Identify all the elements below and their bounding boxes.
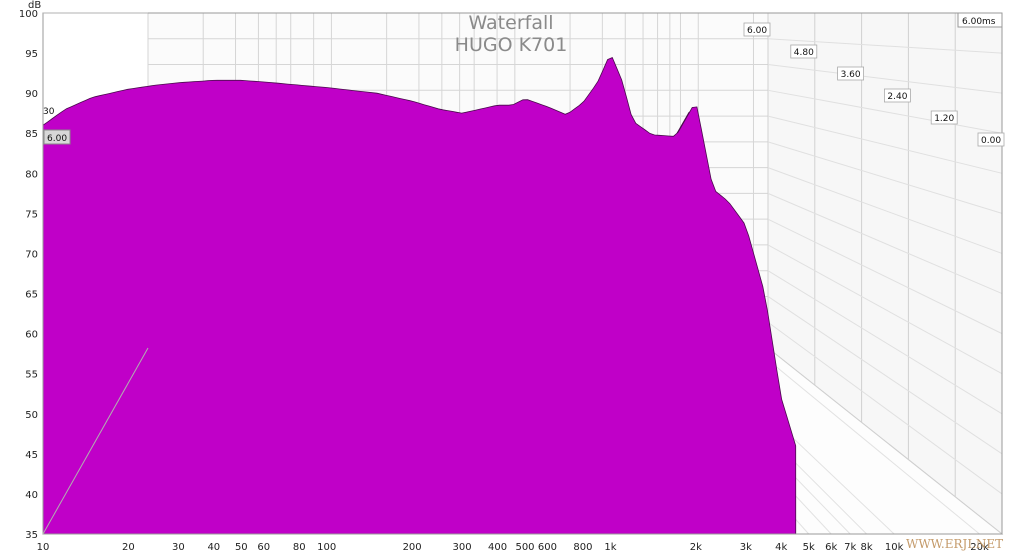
- x-tick-label: 300: [453, 542, 472, 553]
- time-tick-label: 0.00: [981, 136, 1001, 146]
- chart-title: Waterfall: [468, 12, 553, 34]
- side-label-top: 30: [43, 107, 55, 117]
- wall-gridline: [767, 296, 1003, 455]
- y-tick-label: 100: [19, 9, 38, 20]
- x-tick-label: 400: [488, 542, 507, 553]
- y-tick-label: 90: [25, 89, 38, 100]
- time-tick-label: 6.00: [747, 26, 767, 36]
- y-tick-label: 60: [25, 330, 38, 341]
- y-axis-label: dB: [28, 0, 41, 11]
- corner-time-text: 6.00ms: [962, 17, 996, 27]
- x-tick-label: 60: [257, 542, 270, 553]
- x-tick-label: 80: [293, 542, 306, 553]
- wall-gridline: [767, 244, 1003, 375]
- x-tick-label: 40: [207, 542, 220, 553]
- front-frame: [42, 12, 1003, 535]
- time-tick-box: [837, 66, 864, 81]
- wall-gridline: [767, 192, 1003, 294]
- waterfall-slices: [42, 56, 797, 535]
- depth-edge-bottom-left: [42, 347, 149, 535]
- x-tick-label: 800: [573, 542, 592, 553]
- time-tick-label: 2.40: [887, 92, 907, 102]
- time-tick-box: [977, 132, 1005, 147]
- time-axis-ticks: 0.00 1.20 2.40 3.60 4.80 6.00: [743, 22, 1005, 147]
- y-tick-label: 95: [25, 49, 38, 60]
- x-tick-label: 50: [235, 542, 248, 553]
- x-tick-label: 7k: [844, 542, 856, 553]
- y-tick-label: 35: [25, 530, 38, 541]
- x-tick-label: 200: [403, 542, 422, 553]
- time-tick-label: 3.60: [841, 70, 861, 80]
- y-tick-label: 55: [25, 370, 38, 381]
- watermark: WWW.ERJI.NET: [906, 537, 1003, 551]
- x-tick-label: 100: [317, 542, 336, 553]
- x-tick-label: 30: [172, 542, 185, 553]
- wall-gridline: [767, 167, 1003, 254]
- x-tick-label: 3k: [740, 542, 752, 553]
- y-tick-label: 40: [25, 490, 38, 501]
- x-tick-label: 8k: [861, 542, 873, 553]
- y-tick-label: 65: [25, 290, 38, 301]
- y-tick-label: 80: [25, 169, 38, 180]
- wall-gridline: [767, 141, 1003, 214]
- wall-gridline: [767, 64, 1003, 94]
- x-tick-label: 10: [37, 542, 50, 553]
- time-tick-box: [930, 110, 958, 125]
- time-tick-box: [884, 88, 911, 103]
- x-axis-ticks: 10 20 30 40 50 60 80 100 200 300 400 500 600 800 1k 2k 3…: [37, 542, 989, 553]
- time-tick-box: [790, 44, 818, 59]
- time-tick-box: [743, 22, 771, 37]
- wall-gridline: [767, 89, 1003, 134]
- y-tick-label: 70: [25, 249, 38, 260]
- corner-time-label: 6.00ms: [957, 12, 1003, 28]
- time-tick-label: 4.80: [794, 48, 814, 58]
- y-axis-ticks: 100 95 90 85 80 75 70 65 60 55 50 45 40 35: [19, 9, 38, 541]
- x-tick-label: 4k: [775, 542, 787, 553]
- wall-gridline: [767, 321, 1003, 495]
- x-tick-label: 20k: [970, 542, 989, 553]
- wall-gridline: [767, 38, 1003, 54]
- waterfall-slice: [42, 56, 797, 535]
- x-tick-label: 600: [538, 542, 557, 553]
- x-tick-label: 20: [122, 542, 135, 553]
- wall-gridline: [767, 270, 1003, 415]
- x-tick-label: 6k: [825, 542, 837, 553]
- y-tick-label: 85: [25, 129, 38, 140]
- x-tick-label: 2k: [690, 542, 702, 553]
- x-tick-label: 1k: [604, 542, 616, 553]
- side-label-box: 6.00: [43, 129, 71, 145]
- x-tick-label: 500: [515, 542, 534, 553]
- floor-gridline: [753, 347, 980, 535]
- wall-gridline: [767, 115, 1003, 174]
- chart-subtitle: HUGO K701: [455, 34, 568, 56]
- time-tick-label: 1.20: [934, 114, 954, 124]
- y-tick-label: 45: [25, 450, 38, 461]
- x-tick-label: 5k: [803, 542, 815, 553]
- wall-gridline: [767, 218, 1003, 335]
- y-tick-label: 50: [25, 410, 38, 421]
- side-label-bottom: 6.00: [47, 134, 67, 144]
- front-face-border: [42, 12, 1003, 535]
- x-tick-label: 10k: [885, 542, 904, 553]
- y-tick-label: 75: [25, 209, 38, 220]
